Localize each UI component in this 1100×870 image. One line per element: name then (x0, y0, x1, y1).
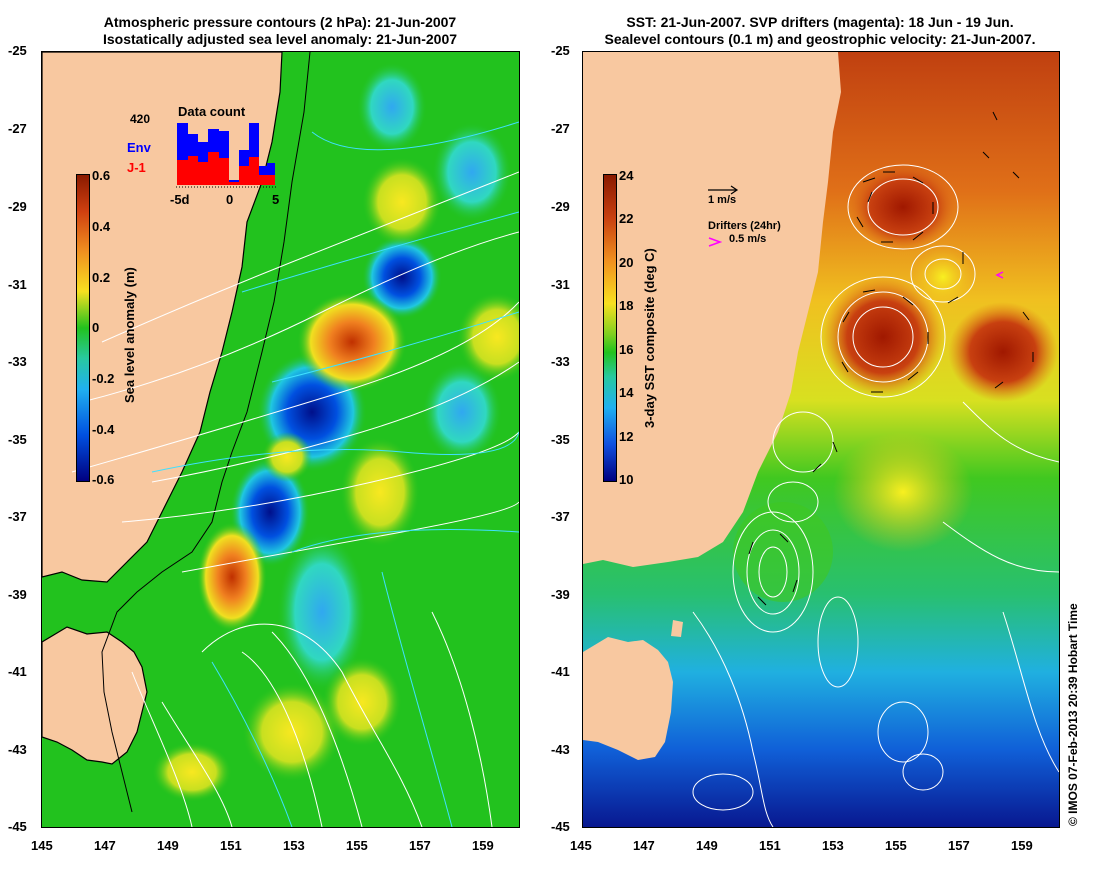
left-x-tick: 145 (31, 838, 53, 853)
left-y-tick: -45 (8, 819, 27, 834)
left-y-tick: -37 (8, 509, 27, 524)
left-y-tick: -29 (8, 199, 27, 214)
colorbar-tick: -0.6 (92, 472, 115, 487)
colorbar-tick: 0.2 (92, 270, 111, 285)
right-y-tick: -31 (551, 277, 570, 292)
sea-level-colorbar-label: Sea level anomaly (m) (122, 267, 137, 403)
colorbar-tick: 10 (619, 472, 634, 487)
velocity-legend-label: 1 m/s (708, 194, 737, 206)
data-count-chart (176, 120, 276, 190)
right-y-tick: -43 (551, 742, 570, 757)
right-y-tick: -39 (551, 587, 570, 602)
sst-map-canvas (583, 52, 1059, 827)
drifters-label: Drifters (24hr) (708, 220, 781, 232)
right-title-line2: Sealevel contours (0.1 m) and geostrophi… (604, 31, 1036, 47)
drifters-speed: 0.5 m/s (729, 233, 767, 245)
data-count-x-tick: 0 (226, 192, 234, 207)
left-y-tick: -35 (8, 432, 27, 447)
right-x-tick: 157 (948, 838, 970, 853)
imos-credit: © IMOS 07-Feb-2013 20:39 Hobart Time (1066, 603, 1080, 826)
colorbar-tick: 16 (619, 342, 634, 357)
colorbar-tick: 14 (619, 385, 634, 400)
data-count-legend-j1: J-1 (127, 160, 146, 175)
sst-australia-mainland (583, 52, 841, 567)
colorbar-tick: 0 (92, 320, 100, 335)
sst-colorbar (603, 174, 617, 482)
colorbar-tick: -0.2 (92, 371, 115, 386)
data-count-x-tick: -5d (170, 192, 190, 207)
right-x-tick: 149 (696, 838, 718, 853)
right-title-line1: SST: 21-Jun-2007. SVP drifters (magenta)… (626, 14, 1014, 30)
drifter-track (995, 271, 1004, 279)
right-y-tick: -27 (551, 121, 570, 136)
right-x-tick: 153 (822, 838, 844, 853)
left-title-line2: Isostatically adjusted sea level anomaly… (102, 31, 458, 47)
shelf-contour (101, 52, 311, 813)
data-count-bars (177, 123, 275, 185)
colorbar-tick: 0.6 (92, 168, 111, 183)
sst-map (582, 51, 1060, 828)
colorbar-tick: 12 (619, 429, 634, 444)
left-y-tick: -25 (8, 43, 27, 58)
drifter-arrow-icon (708, 234, 723, 252)
right-y-tick: -41 (551, 664, 570, 679)
left-y-tick: -33 (8, 354, 27, 369)
right-y-tick: -33 (551, 354, 570, 369)
left-y-tick: -39 (8, 587, 27, 602)
left-x-tick: 153 (283, 838, 305, 853)
left-x-tick: 157 (409, 838, 431, 853)
left-x-tick: 155 (346, 838, 368, 853)
right-x-tick: 151 (759, 838, 781, 853)
right-x-tick: 147 (633, 838, 655, 853)
left-x-tick: 147 (94, 838, 116, 853)
sst-colorbar-label: 3-day SST composite (deg C) (642, 248, 657, 428)
sea-level-colorbar (76, 174, 90, 482)
left-x-tick: 149 (157, 838, 179, 853)
colorbar-tick: 18 (619, 298, 634, 313)
data-count-legend-env: Env (127, 140, 151, 155)
right-title: SST: 21-Jun-2007. SVP drifters (magenta)… (570, 14, 1070, 48)
colorbar-tick: 20 (619, 255, 634, 270)
left-y-tick: -41 (8, 664, 27, 679)
data-count-x-tick: 5 (272, 192, 280, 207)
colorbar-tick: -0.4 (92, 422, 115, 437)
left-x-tick: 151 (220, 838, 242, 853)
right-y-tick: -25 (551, 43, 570, 58)
sea-level-map-canvas (42, 52, 519, 827)
velocity-legend-arrow (707, 182, 741, 200)
right-x-tick: 159 (1011, 838, 1033, 853)
right-y-tick: -35 (551, 432, 570, 447)
right-y-tick: -37 (551, 509, 570, 524)
sea-level-map (41, 51, 520, 828)
left-title: Atmospheric pressure contours (2 hPa): 2… (40, 14, 520, 48)
left-y-tick: -27 (8, 121, 27, 136)
data-count-total: 420 (130, 112, 151, 126)
left-title-line1: Atmospheric pressure contours (2 hPa): 2… (103, 14, 457, 30)
left-x-tick: 159 (472, 838, 494, 853)
colorbar-tick: 0.4 (92, 219, 111, 234)
sst-tasmania (583, 637, 673, 760)
tasmania (42, 626, 148, 765)
right-y-tick: -29 (551, 199, 570, 214)
right-y-tick: -45 (551, 819, 570, 834)
left-y-tick: -31 (8, 277, 27, 292)
right-x-tick: 155 (885, 838, 907, 853)
colorbar-tick: 24 (619, 168, 634, 183)
left-y-tick: -43 (8, 742, 27, 757)
colorbar-tick: 22 (619, 211, 634, 226)
data-count-title: Data count (178, 104, 246, 119)
right-x-tick: 145 (570, 838, 592, 853)
